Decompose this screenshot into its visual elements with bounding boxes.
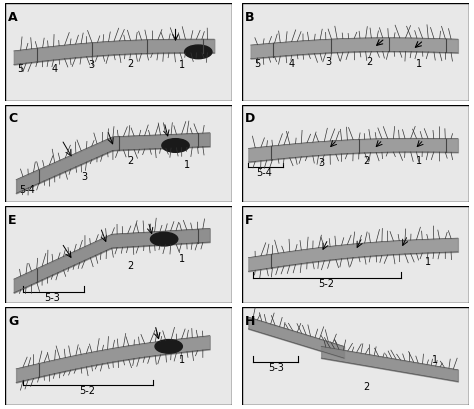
Text: 3: 3 <box>88 60 94 70</box>
Text: 5: 5 <box>18 64 24 74</box>
Text: 5: 5 <box>255 58 261 68</box>
Text: 2: 2 <box>127 261 133 271</box>
Text: 5-2: 5-2 <box>79 385 95 395</box>
Text: 1: 1 <box>184 160 190 169</box>
Text: 5-3: 5-3 <box>45 292 61 302</box>
Text: 2: 2 <box>127 58 133 68</box>
Text: 1: 1 <box>432 354 438 364</box>
Text: B: B <box>245 11 255 24</box>
Text: 2: 2 <box>364 156 370 166</box>
Text: 1: 1 <box>179 253 185 263</box>
Text: 1: 1 <box>416 58 422 68</box>
Text: 5-2: 5-2 <box>318 278 334 288</box>
Text: 4: 4 <box>52 64 58 74</box>
Text: E: E <box>8 213 17 226</box>
Text: 5-3: 5-3 <box>268 362 283 372</box>
Ellipse shape <box>185 46 212 60</box>
Text: 1: 1 <box>425 257 431 267</box>
Text: 4: 4 <box>289 58 295 68</box>
Text: 1: 1 <box>179 60 185 70</box>
Text: 1: 1 <box>416 156 422 166</box>
Text: G: G <box>8 315 18 327</box>
Text: 3: 3 <box>82 171 88 181</box>
Text: 2: 2 <box>366 56 372 66</box>
Text: C: C <box>8 112 17 125</box>
Text: 2: 2 <box>127 156 133 166</box>
Text: 3: 3 <box>325 56 331 66</box>
Text: 5-4: 5-4 <box>19 185 36 195</box>
Ellipse shape <box>162 139 189 153</box>
Text: D: D <box>245 112 255 125</box>
Text: F: F <box>245 213 254 226</box>
Text: 5-4: 5-4 <box>256 167 272 178</box>
Text: 2: 2 <box>364 381 370 391</box>
Ellipse shape <box>155 340 182 353</box>
Ellipse shape <box>150 233 178 246</box>
Text: 1: 1 <box>179 354 185 364</box>
Text: H: H <box>245 315 255 327</box>
Text: 3: 3 <box>318 157 324 168</box>
Text: A: A <box>8 11 18 24</box>
